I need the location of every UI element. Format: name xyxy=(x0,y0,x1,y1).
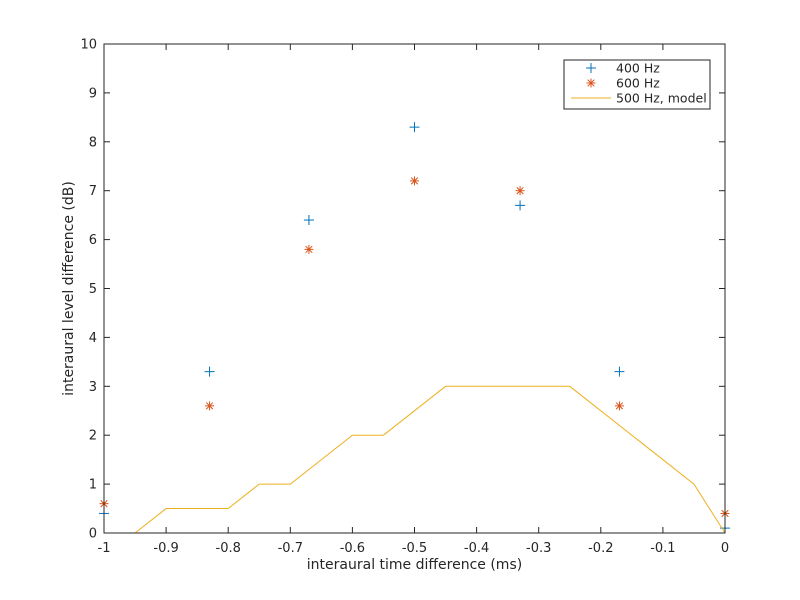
y-tick-label: 6 xyxy=(89,233,97,248)
data-point-400-hz xyxy=(515,200,526,211)
marker-stroke xyxy=(305,245,313,254)
y-tick-label: 9 xyxy=(89,86,97,101)
data-point-600-hz xyxy=(410,176,419,186)
y-tick-label: 4 xyxy=(89,331,97,346)
marker-stroke xyxy=(587,79,595,87)
legend-label-600-hz: 600 Hz xyxy=(616,76,660,91)
marker-stroke xyxy=(410,177,419,185)
x-tick-label: -0.2 xyxy=(588,541,613,556)
y-tick-label: 2 xyxy=(89,429,97,444)
legend-swatch-400-hz xyxy=(586,63,596,73)
marker-stroke xyxy=(205,402,214,410)
x-axis-label: interaural time difference (ms) xyxy=(307,557,522,573)
data-point-600-hz xyxy=(515,186,525,196)
data-point-600-hz xyxy=(614,401,624,411)
data-point-600-hz xyxy=(304,244,314,254)
y-tick-label: 10 xyxy=(80,38,97,53)
plot-frame xyxy=(103,43,726,534)
data-point-400-hz xyxy=(614,366,625,377)
y-axis-label: interaural level difference (dB) xyxy=(61,181,77,396)
plot-area xyxy=(104,44,725,533)
marker-stroke xyxy=(615,402,624,410)
series-line-500-hz-model xyxy=(104,385,726,534)
legend-swatch-600-hz xyxy=(586,78,596,88)
data-point-400-hz xyxy=(303,215,314,226)
data-point-400-hz xyxy=(204,366,215,377)
x-tick-label: -0.3 xyxy=(526,541,551,556)
x-tick-label: -0.8 xyxy=(216,541,241,556)
data-point-600-hz xyxy=(205,401,215,411)
x-axis: -1 -0.9 -0.8 -0.7 -0.6 -0.5 -0.4 -0.3 -0.2 -0.1 0 xyxy=(98,44,729,556)
x-tick-label: -0.7 xyxy=(278,541,303,556)
y-tick-label: 7 xyxy=(89,184,97,199)
legend-label-400-hz: 400 Hz xyxy=(616,61,660,76)
x-tick-label: -0.5 xyxy=(402,541,427,556)
y-tick-label: 0 xyxy=(89,527,97,542)
data-point-400-hz xyxy=(409,122,420,133)
x-tick-label: -0.1 xyxy=(650,541,675,556)
x-tick-label: -1 xyxy=(98,541,111,556)
y-tick-label: 3 xyxy=(89,380,97,395)
x-tick-label: -0.9 xyxy=(153,541,178,556)
x-tick-label: -0.4 xyxy=(464,541,489,556)
marker-stroke xyxy=(516,187,524,195)
y-tick-label: 5 xyxy=(89,282,97,297)
y-axis: 0 1 2 3 4 5 6 7 8 9 10 xyxy=(80,38,725,542)
y-tick-label: 1 xyxy=(89,478,97,493)
legend-label-500-hz-model: 500 Hz, model xyxy=(616,91,707,106)
x-tick-label: -0.6 xyxy=(340,541,365,556)
y-tick-label: 8 xyxy=(89,135,97,150)
x-tick-label: 0 xyxy=(721,541,729,556)
